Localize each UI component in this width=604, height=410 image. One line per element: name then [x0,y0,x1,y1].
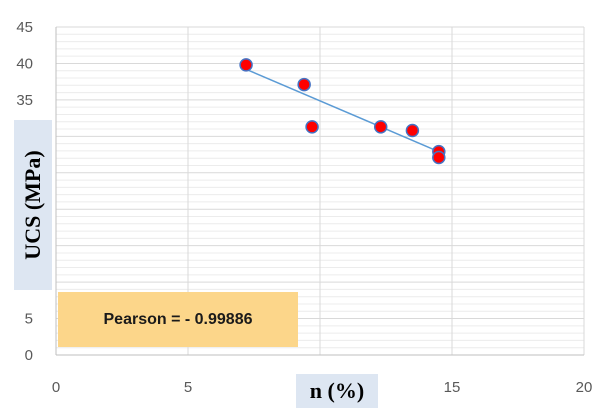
x-tick-label: 20 [576,379,593,396]
data-point [305,120,319,134]
pearson-annotation: Pearson = - 0.99886 [58,292,298,347]
y-tick-label: 35 [16,92,33,109]
trendline [245,68,440,153]
y-tick-label: 45 [16,19,33,36]
data-point [373,120,388,134]
trendline-layer [245,68,440,153]
x-tick-label: 15 [444,379,461,396]
y-tick-label: 40 [16,55,33,72]
y-axis-label-background [14,120,52,290]
y-tick-label: 0 [25,347,33,364]
x-tick-label: 5 [184,379,192,396]
data-point [297,77,311,92]
axes [55,27,584,356]
data-points [239,58,446,165]
data-point [405,123,420,138]
y-tick-label: 5 [25,311,33,328]
data-point [239,58,253,72]
y-axis-label: UCS (MPa) [20,150,45,260]
x-axis-label: n (%) [296,374,378,408]
x-tick-label: 0 [52,379,60,396]
data-point [432,150,446,165]
